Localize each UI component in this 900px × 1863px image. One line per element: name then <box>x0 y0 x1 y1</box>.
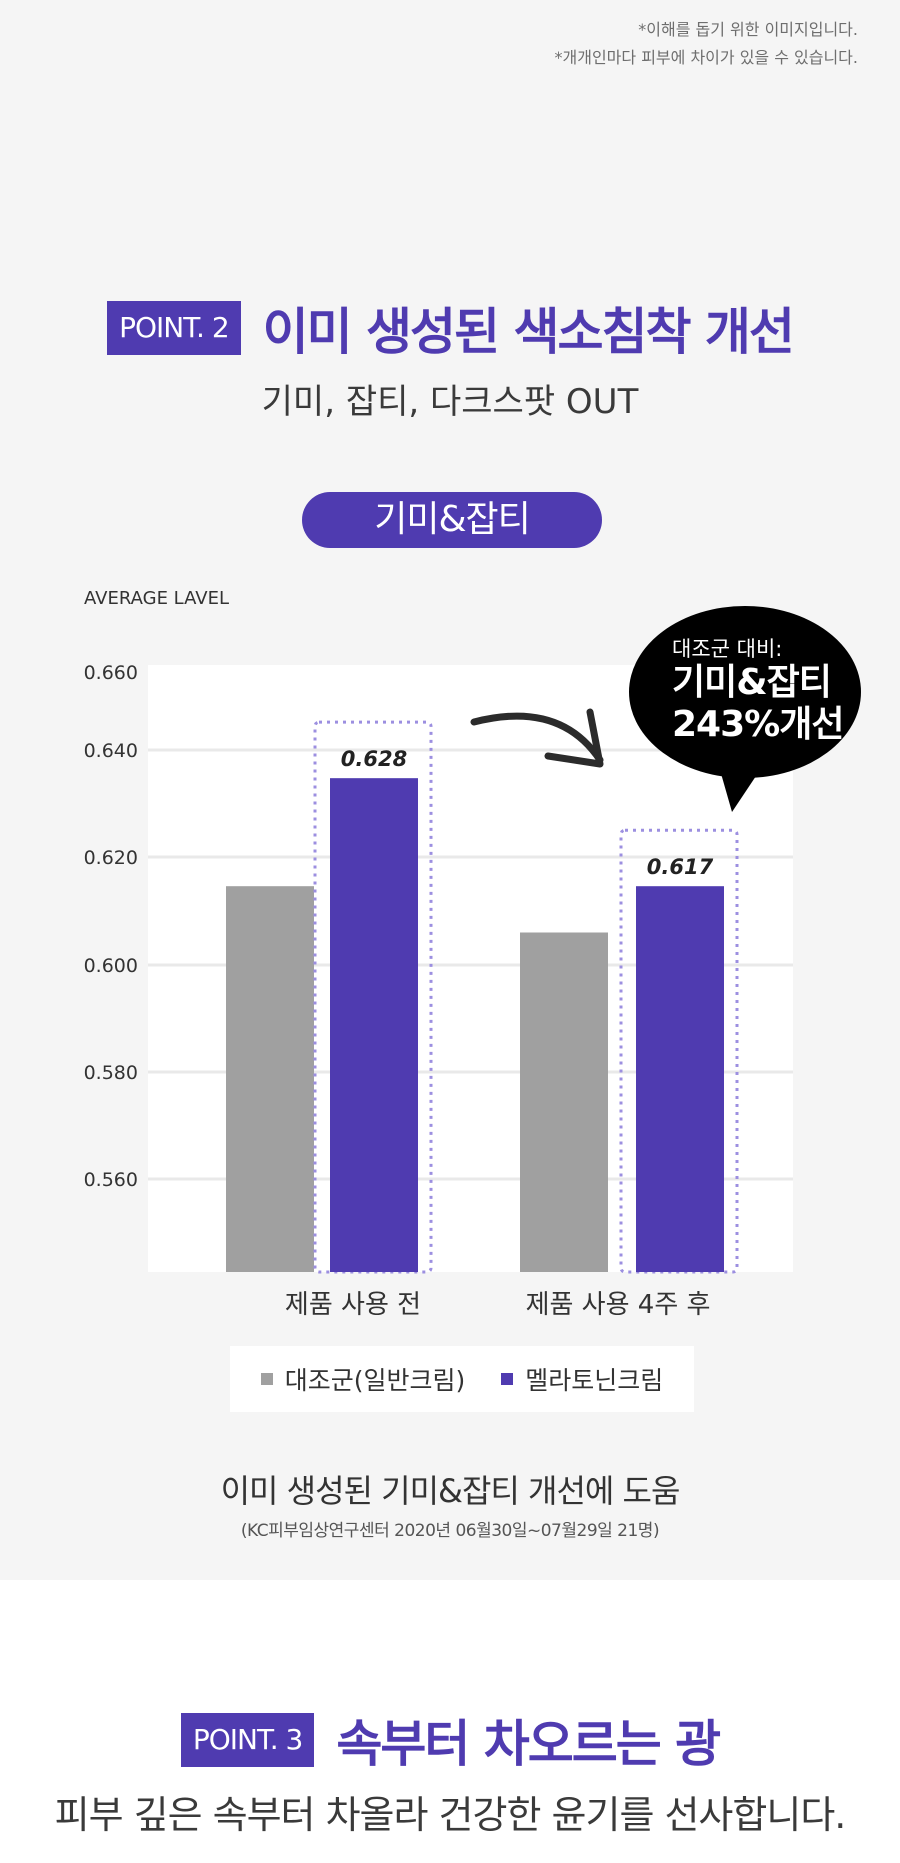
disclaimer-line-1: *이해를 돕기 위한 이미지입니다. <box>638 20 858 39</box>
point2-badge: POINT. 2 <box>107 301 241 355</box>
chart-legend: 대조군(일반크림) 멜라토닌크림 <box>230 1346 694 1412</box>
point2-subtitle: 기미, 잡티, 다크스팟 OUT <box>261 382 639 422</box>
y-tick-label: 0.600 <box>84 955 138 977</box>
legend-item-melatonin: 멜라토닌크림 <box>501 1361 663 1397</box>
bar-melatonin <box>636 886 724 1272</box>
point3-heading: POINT. 3 속부터 차오르는 광 <box>0 1704 900 1776</box>
legend-swatch-control <box>260 1373 273 1385</box>
bar-melatonin <box>330 778 418 1272</box>
point2-title: 이미 생성된 색소침착 개선 <box>262 303 795 361</box>
data-label: 0.617 <box>647 855 714 879</box>
callout-bubble-tail <box>720 770 760 812</box>
y-tick-label: 0.620 <box>84 847 138 869</box>
bar-control <box>520 932 608 1272</box>
y-tick-label: 0.580 <box>84 1062 138 1084</box>
callout-bubble <box>629 606 861 778</box>
y-tick-label: 0.560 <box>84 1169 138 1191</box>
callout-text: 대조군 대비: 기미&잡티 243%개선 <box>672 636 872 746</box>
legend-swatch-melatonin <box>501 1373 514 1385</box>
x-category-label: 제품 사용 전 <box>285 1290 421 1320</box>
callout-line-2: 기미&잡티 <box>672 662 832 703</box>
category-pill: 기미&잡티 <box>302 492 602 548</box>
point3-badge: POINT. 3 <box>180 1713 315 1767</box>
y-tick-label: 0.660 <box>84 662 138 684</box>
disclaimer: *이해를 돕기 위한 이미지입니다. *개개인마다 피부에 차이가 있을 수 있… <box>555 16 858 72</box>
y-tick-label: 0.640 <box>84 740 138 762</box>
legend-item-control: 대조군(일반크림) <box>260 1361 466 1397</box>
arrow-head-icon <box>544 708 604 768</box>
data-label: 0.628 <box>341 747 407 771</box>
point2-heading: POINT. 2 이미 생성된 색소침착 개선 <box>0 292 900 364</box>
bar-control <box>226 886 314 1272</box>
chart-source: (KC피부임상연구센터 2020년 06월30일~07월29일 21명) <box>240 1521 660 1541</box>
arrow-icon <box>470 712 604 764</box>
bar-chart: 0.660 0.640 0.620 0.600 0.580 0.560 0.628 제품 사용… <box>84 606 861 1320</box>
highlight-dotted-box <box>313 720 433 1274</box>
legend-label-melatonin: 멜라토닌크림 <box>525 1366 664 1395</box>
x-category-label: 제품 사용 4주 후 <box>526 1290 711 1320</box>
y-axis-label: AVERAGE LAVEL <box>84 588 229 609</box>
callout-line-1: 대조군 대비: <box>672 637 783 661</box>
callout-line-3: 243%개선 <box>672 704 844 745</box>
chart-caption: 이미 생성된 기미&잡티 개선에 도움 <box>220 1472 681 1510</box>
disclaimer-line-2: *개개인마다 피부에 차이가 있을 수 있습니다. <box>554 48 858 67</box>
legend-label-control: 대조군(일반크림) <box>284 1366 466 1395</box>
point3-title: 속부터 차오르는 광 <box>336 1715 721 1773</box>
point3-subtitle: 피부 깊은 속부터 차올라 건강한 윤기를 선사합니다. <box>54 1793 847 1837</box>
